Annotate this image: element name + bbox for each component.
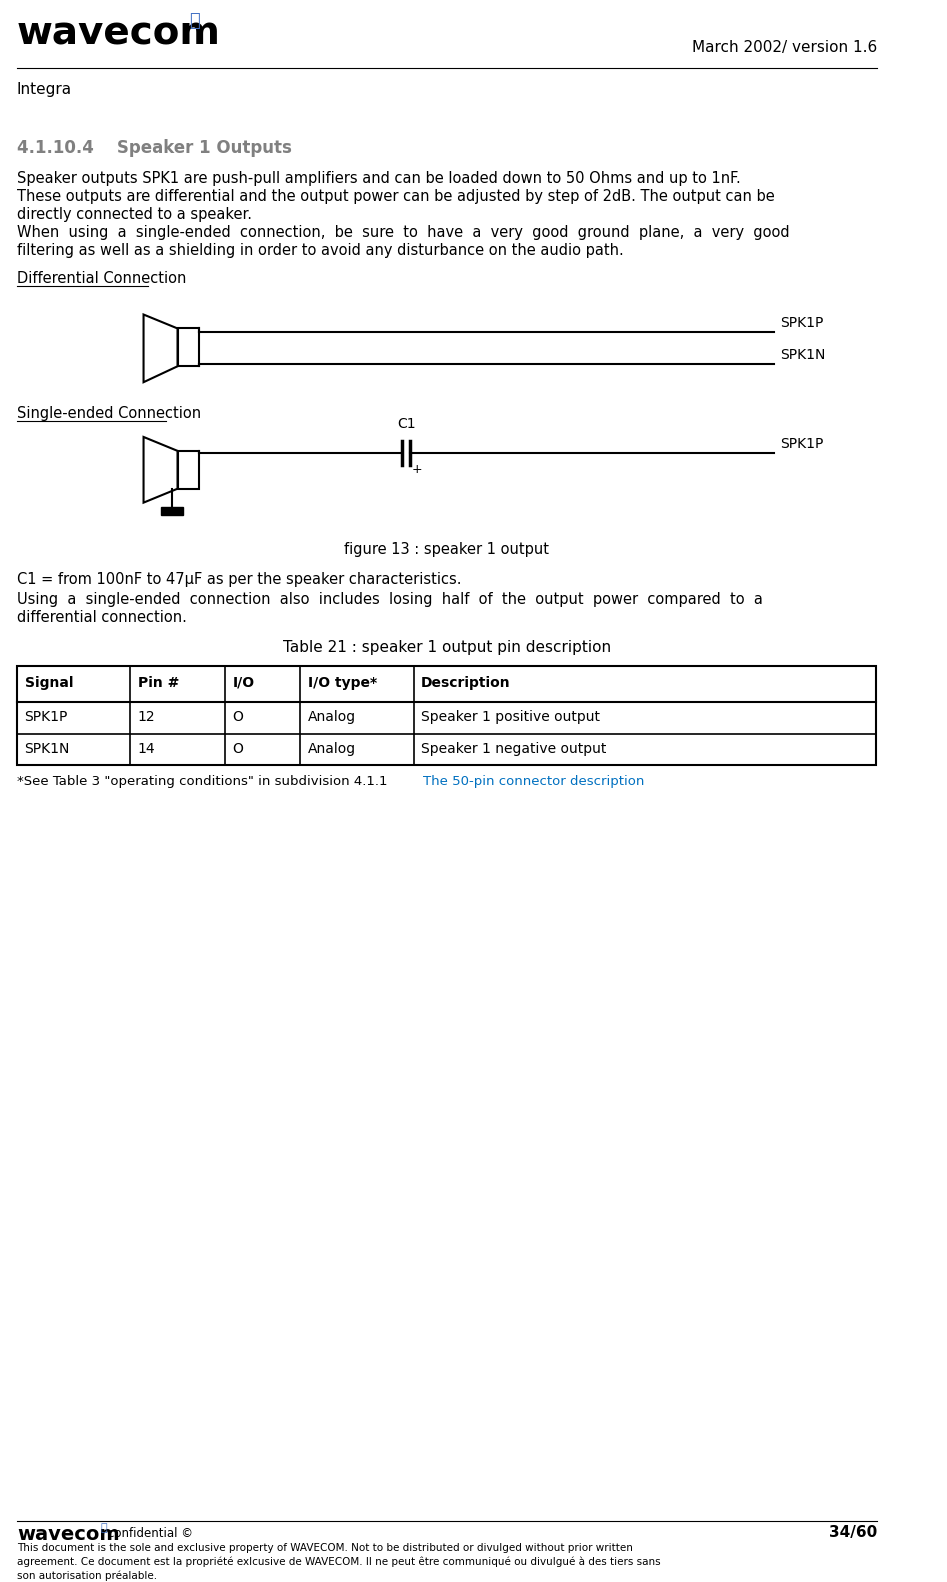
Text: This document is the sole and exclusive property of WAVECOM. Not to be distribut: This document is the sole and exclusive …	[17, 1542, 633, 1552]
Text: I/O: I/O	[232, 676, 255, 690]
Text: Description: Description	[421, 676, 510, 690]
Text: Speaker outputs SPK1 are push-pull amplifiers and can be loaded down to 50 Ohms : Speaker outputs SPK1 are push-pull ampli…	[17, 171, 741, 187]
Text: Speaker 1 positive output: Speaker 1 positive output	[421, 710, 600, 723]
Text: Speaker 1 negative output: Speaker 1 negative output	[421, 742, 607, 756]
Text: March 2002/ version 1.6: March 2002/ version 1.6	[692, 40, 877, 55]
Text: directly connected to a speaker.: directly connected to a speaker.	[17, 207, 252, 221]
Text: O: O	[232, 710, 243, 723]
Text: Single-ended Connection: Single-ended Connection	[17, 407, 201, 421]
Text: figure 13 : speaker 1 output: figure 13 : speaker 1 output	[344, 543, 549, 557]
Text: SPK1P: SPK1P	[780, 316, 824, 331]
Text: agreement. Ce document est la propriété exlcusive de WAVECOM. Il ne peut être co: agreement. Ce document est la propriété …	[17, 1557, 661, 1568]
Text: SPK1P: SPK1P	[25, 710, 68, 723]
Text: C1: C1	[397, 418, 416, 430]
Text: son autorisation préalable.: son autorisation préalable.	[17, 1571, 157, 1580]
Text: C1 = from 100nF to 47μF as per the speaker characteristics.: C1 = from 100nF to 47μF as per the speak…	[17, 573, 461, 587]
Text: wavecom: wavecom	[17, 1525, 119, 1544]
Text: 12: 12	[138, 710, 155, 723]
Text: O: O	[232, 742, 243, 756]
Text: These outputs are differential and the output power can be adjusted by step of 2: These outputs are differential and the o…	[17, 190, 775, 204]
Text: Ⓦ: Ⓦ	[188, 13, 200, 30]
Text: wavecom: wavecom	[17, 14, 221, 52]
Text: Using  a  single-ended  connection  also  includes  losing  half  of  the  outpu: Using a single-ended connection also inc…	[17, 592, 763, 607]
Text: Pin #: Pin #	[138, 676, 179, 690]
Text: +: +	[412, 464, 422, 476]
Text: Integra: Integra	[17, 82, 72, 97]
Text: Table 21 : speaker 1 output pin description: Table 21 : speaker 1 output pin descript…	[282, 641, 611, 655]
Text: I/O type*: I/O type*	[308, 676, 377, 690]
Text: 34/60: 34/60	[830, 1525, 877, 1539]
Text: SPK1P: SPK1P	[780, 437, 824, 451]
Text: *See Table 3 "operating conditions" in subdivision 4.1.1: *See Table 3 "operating conditions" in s…	[17, 775, 387, 788]
Text: Differential Connection: Differential Connection	[17, 271, 187, 286]
Text: The 50-pin connector description: The 50-pin connector description	[423, 775, 645, 788]
Text: Ⓦ: Ⓦ	[100, 1523, 107, 1533]
Polygon shape	[161, 506, 183, 514]
Text: 4.1.10.4    Speaker 1 Outputs: 4.1.10.4 Speaker 1 Outputs	[17, 139, 292, 157]
Text: Signal: Signal	[25, 676, 73, 690]
Text: confidential ©: confidential ©	[108, 1527, 192, 1539]
Text: When  using  a  single-ended  connection,  be  sure  to  have  a  very  good  gr: When using a single-ended connection, be…	[17, 225, 790, 240]
Text: SPK1N: SPK1N	[25, 742, 70, 756]
Text: differential connection.: differential connection.	[17, 611, 187, 625]
Text: Analog: Analog	[308, 742, 356, 756]
Text: filtering as well as a shielding in order to avoid any disturbance on the audio : filtering as well as a shielding in orde…	[17, 244, 624, 258]
Text: Analog: Analog	[308, 710, 356, 723]
Text: SPK1N: SPK1N	[780, 348, 826, 362]
Text: 14: 14	[138, 742, 155, 756]
